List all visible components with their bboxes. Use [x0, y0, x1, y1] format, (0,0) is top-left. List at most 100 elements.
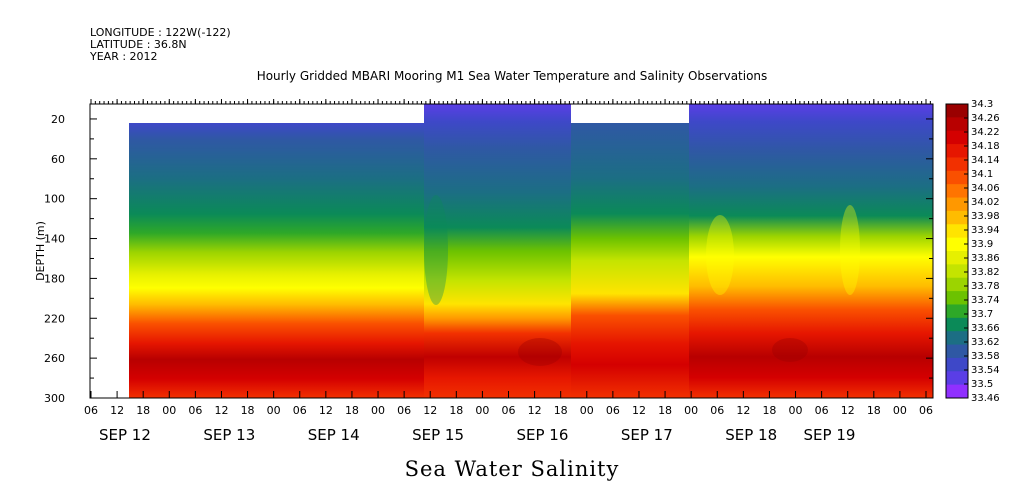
x-hour-label: 00 — [684, 404, 698, 417]
x-hour-label: 00 — [893, 404, 907, 417]
colorbar-label: 34.22 — [971, 127, 1000, 138]
x-hour-label: 06 — [815, 404, 829, 417]
x-hour-label: 18 — [554, 404, 568, 417]
colorbar-label: 33.62 — [971, 337, 1000, 348]
colorbar-swatch — [946, 277, 968, 292]
colorbar-swatch — [946, 224, 968, 239]
y-tick-label: 60 — [51, 153, 65, 166]
x-hour-label: 18 — [241, 404, 255, 417]
colorbar-label: 34.18 — [971, 141, 1000, 152]
chart-title: Hourly Gridded MBARI Mooring M1 Sea Wate… — [257, 69, 768, 83]
colorbar-swatch — [946, 130, 968, 145]
colorbar-swatch — [946, 304, 968, 319]
x-hour-label: 00 — [475, 404, 489, 417]
field-sep17-19 — [689, 104, 933, 398]
field-sep12-14 — [129, 123, 426, 398]
colorbar-label: 34.02 — [971, 197, 1000, 208]
colorbar-label: 34.14 — [971, 155, 1000, 166]
x-hour-label: 06 — [84, 404, 98, 417]
x-hour-label: 12 — [214, 404, 228, 417]
colorbar-label: 33.7 — [971, 309, 993, 320]
latitude-label: LATITUDE : 36.8N — [90, 38, 187, 51]
x-hour-label: 06 — [397, 404, 411, 417]
y-tick-label: 260 — [44, 352, 65, 365]
y-axis: 20 60 100 140 180 220 260 300 — [44, 113, 933, 405]
x-date-label: SEP 16 — [516, 426, 568, 444]
x-hour-label: 18 — [658, 404, 672, 417]
colorbar-label: 33.5 — [971, 379, 993, 390]
colorbar-label: 33.46 — [971, 393, 1000, 404]
field-sep16 — [571, 123, 690, 398]
x-hour-label: 00 — [267, 404, 281, 417]
y-tick-label: 300 — [44, 392, 65, 405]
y-tick-label: 140 — [44, 233, 65, 246]
x-date-label: SEP 13 — [203, 426, 255, 444]
x-date-label: SEP 14 — [308, 426, 360, 444]
colorbar-swatch — [946, 331, 968, 346]
colorbar-swatch — [946, 184, 968, 199]
x-date-label: SEP 17 — [621, 426, 673, 444]
x-date-label: SEP 19 — [804, 426, 856, 444]
colorbar-swatch — [946, 197, 968, 212]
x-hour-label: 00 — [580, 404, 594, 417]
colorbar-swatch — [946, 117, 968, 132]
colorbar-swatch — [946, 384, 968, 399]
colorbar-swatch — [946, 170, 968, 185]
colorbar-swatch — [946, 251, 968, 265]
colorbar-label: 33.9 — [971, 239, 993, 250]
x-date-label: SEP 18 — [725, 426, 777, 444]
colorbar-swatch — [946, 210, 968, 225]
colorbar-label: 34.06 — [971, 183, 1000, 194]
x-hour-label: 12 — [110, 404, 124, 417]
y-axis-title: DEPTH (m) — [34, 221, 47, 281]
x-hour-label: 06 — [919, 404, 933, 417]
colorbar-frame — [945, 103, 969, 399]
colorbar-label: 33.58 — [971, 351, 1000, 362]
x-hour-label: 18 — [345, 404, 359, 417]
colorbar: 34.3 34.26 34.22 34.18 34.14 34.1 34.06 34.02 33… — [945, 99, 1000, 404]
y-tick-label: 100 — [44, 193, 65, 206]
colorbar-swatch — [946, 237, 968, 252]
y-tick-label: 220 — [44, 312, 65, 325]
colorbar-label: 33.54 — [971, 365, 1000, 376]
variable-title: Sea Water Salinity — [405, 457, 620, 481]
x-hour-label: 12 — [736, 404, 750, 417]
x-date-label: SEP 12 — [99, 426, 151, 444]
y-tick-label: 20 — [51, 113, 65, 126]
colorbar-swatch — [946, 317, 968, 332]
x-hour-label: 12 — [528, 404, 542, 417]
colorbar-label: 33.94 — [971, 225, 1000, 236]
colorbar-swatch — [946, 104, 968, 118]
x-hour-label: 00 — [162, 404, 176, 417]
colorbar-label: 33.66 — [971, 323, 1000, 334]
field-sep15 — [424, 104, 571, 398]
x-hour-label: 06 — [293, 404, 307, 417]
colorbar-swatch — [946, 157, 968, 172]
colorbar-swatch — [946, 291, 968, 305]
colorbar-label: 33.98 — [971, 211, 1000, 222]
x-hour-label: 06 — [188, 404, 202, 417]
x-hour-label: 06 — [710, 404, 724, 417]
colorbar-label: 33.82 — [971, 267, 1000, 278]
y-tick-label: 180 — [44, 272, 65, 285]
x-hour-label: 00 — [789, 404, 803, 417]
colorbar-label: 34.1 — [971, 169, 993, 180]
colorbar-label: 34.26 — [971, 113, 1000, 124]
x-axis: 06 12 18 00 06 12 18 00 06 12 18 00 06 12 18 00 06 12 18 00… — [84, 99, 933, 444]
x-hour-label: 12 — [841, 404, 855, 417]
x-hour-label: 18 — [449, 404, 463, 417]
x-hour-label: 12 — [632, 404, 646, 417]
colorbar-swatch — [946, 344, 968, 359]
x-hour-label: 12 — [423, 404, 437, 417]
year-label: YEAR : 2012 — [89, 50, 158, 63]
x-hour-label: 18 — [867, 404, 881, 417]
colorbar-swatch — [946, 144, 968, 158]
x-date-label: SEP 15 — [412, 426, 464, 444]
colorbar-label: 33.78 — [971, 281, 1000, 292]
colorbar-label: 34.3 — [971, 99, 993, 110]
x-hour-label: 18 — [136, 404, 150, 417]
colorbar-label: 33.74 — [971, 295, 1000, 306]
x-hour-label: 18 — [762, 404, 776, 417]
plot-frame — [89, 103, 934, 399]
